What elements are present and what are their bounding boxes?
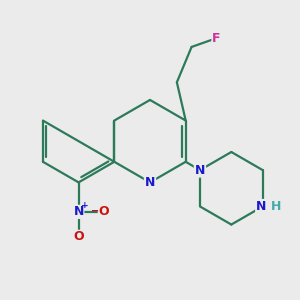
Text: N: N [74,205,84,218]
Text: H: H [271,200,281,213]
Text: N: N [145,176,155,189]
Text: N: N [256,200,266,213]
Text: −: − [91,206,99,216]
Text: N: N [195,164,205,177]
Text: O: O [73,230,84,243]
Text: O: O [98,205,109,218]
Text: F: F [212,32,221,45]
Text: +: + [81,201,89,210]
